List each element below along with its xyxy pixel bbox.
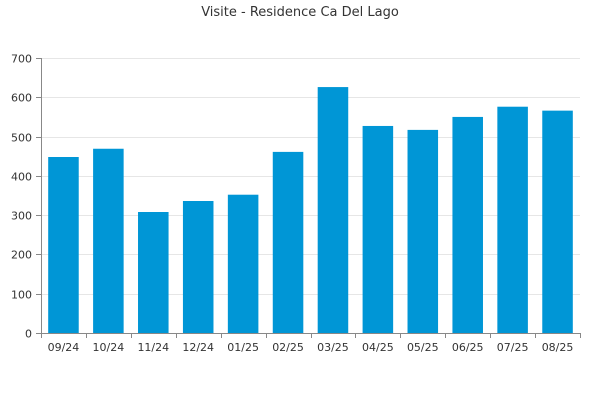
x-tick-label: 10/24 [93, 341, 125, 354]
x-tick-label: 09/24 [48, 341, 80, 354]
chart-title: Visite - Residence Ca Del Lago [201, 5, 399, 20]
x-tick-label: 07/25 [497, 341, 529, 354]
x-tick-label: 04/25 [362, 341, 394, 354]
bar-03/25 [317, 87, 349, 333]
x-tick-label: 06/25 [452, 341, 484, 354]
bar-10/24 [93, 148, 124, 333]
x-tick-label: 12/24 [182, 341, 214, 354]
y-tick-label: 600 [11, 92, 32, 105]
y-tick-label: 700 [11, 53, 32, 66]
bar-05/25 [407, 129, 439, 333]
x-tick-label: 05/25 [407, 341, 439, 354]
axes [36, 58, 581, 338]
bar-01/25 [227, 194, 259, 333]
y-tick-label: 400 [11, 171, 32, 184]
bar-06/25 [452, 116, 483, 334]
bar-08/25 [542, 110, 573, 333]
y-tick-label: 500 [11, 132, 32, 145]
bars [48, 87, 573, 334]
x-tick-labels: 09/24 10/24 11/24 12/24 01/25 02/25 03/25 04/25… [48, 341, 574, 354]
bar-11/24 [138, 212, 169, 333]
bar-09/24 [48, 157, 79, 333]
x-tick-label: 03/25 [317, 341, 349, 354]
y-tick-label: 100 [11, 289, 32, 302]
x-tick-label: 11/24 [137, 341, 169, 354]
y-tick-label: 200 [11, 249, 32, 262]
gridlines [41, 58, 580, 295]
x-tick-label: 08/25 [542, 341, 574, 354]
bar-12/24 [182, 201, 214, 333]
bar-07/25 [497, 106, 528, 334]
y-tick-labels: 0 100 200 300 400 500 600 700 [11, 53, 32, 341]
x-tick-label: 01/25 [227, 341, 259, 354]
bar-04/25 [362, 125, 394, 334]
y-tick-label: 0 [25, 328, 32, 341]
y-tick-label: 300 [11, 210, 32, 223]
bar-02/25 [272, 151, 304, 333]
x-tick-label: 02/25 [272, 341, 304, 354]
